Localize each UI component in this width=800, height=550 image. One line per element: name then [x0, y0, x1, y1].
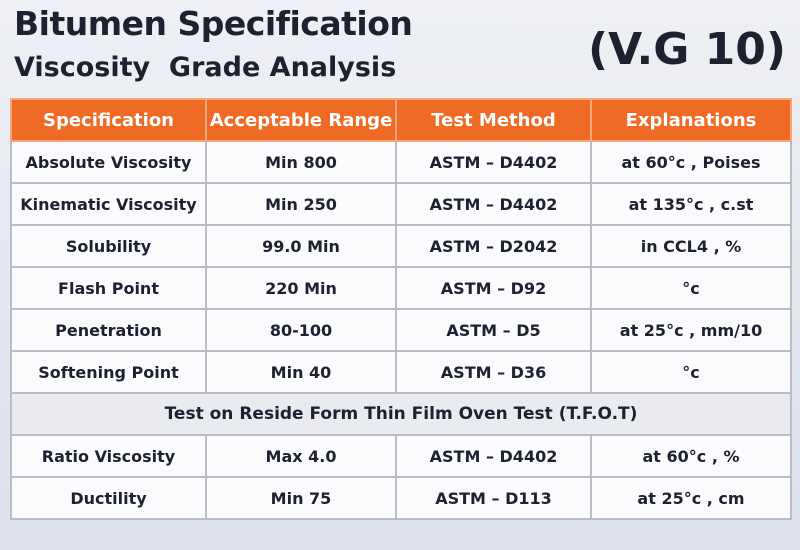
cell: Ductility: [10, 476, 207, 520]
cell: Min 250: [205, 182, 397, 226]
cell: Penetration: [10, 308, 207, 352]
cell: 220 Min: [205, 266, 397, 310]
spec-table: Specification Acceptable Range Test Method…: [10, 98, 792, 520]
column-header: Test Method: [395, 98, 592, 142]
cell: Max 4.0: [205, 434, 397, 478]
cell: ASTM – D36: [395, 350, 592, 394]
cell: Min 75: [205, 476, 397, 520]
subtitle: Viscosity Grade Analysis: [14, 52, 397, 83]
cell: at 135°c , c.st: [590, 182, 792, 226]
cell: Min 40: [205, 350, 397, 394]
section-cell: Test on Reside Form Thin Film Oven Test …: [10, 392, 792, 436]
cell: ASTM – D4402: [395, 434, 592, 478]
section-row: Test on Reside Form Thin Film Oven Test …: [10, 392, 792, 436]
cell: Solubility: [10, 224, 207, 268]
cell: °c: [590, 266, 792, 310]
column-header: Acceptable Range: [205, 98, 397, 142]
cell: Flash Point: [10, 266, 207, 310]
cell: in CCL4 , %: [590, 224, 792, 268]
cell: ASTM – D113: [395, 476, 592, 520]
cell: ASTM – D4402: [395, 140, 592, 184]
cell: 99.0 Min: [205, 224, 397, 268]
row: Softening Point Min 40 ASTM – D36 °c: [10, 350, 792, 394]
cell: Kinematic Viscosity: [10, 182, 207, 226]
cell: °c: [590, 350, 792, 394]
cell: ASTM – D92: [395, 266, 592, 310]
cell: at 25°c , mm/10: [590, 308, 792, 352]
cell: at 60°c , %: [590, 434, 792, 478]
cell: at 25°c , cm: [590, 476, 792, 520]
cell: 80-100: [205, 308, 397, 352]
cell: Ratio Viscosity: [10, 434, 207, 478]
title: Bitumen Specification: [14, 4, 413, 43]
cell: Absolute Viscosity: [10, 140, 207, 184]
column-header: Specification: [10, 98, 207, 142]
column-header: Explanations: [590, 98, 792, 142]
cell: Min 800: [205, 140, 397, 184]
grade: (V.G 10): [588, 24, 786, 75]
cell: at 60°c , Poises: [590, 140, 792, 184]
row: Kinematic Viscosity Min 250 ASTM – D4402 at…: [10, 182, 792, 226]
row: Ductility Min 75 ASTM – D113 at 25°c , cm: [10, 476, 792, 520]
cell: ASTM – D5: [395, 308, 592, 352]
row: Flash Point 220 Min ASTM – D92 °c: [10, 266, 792, 310]
row: Absolute Viscosity Min 800 ASTM – D4402 at …: [10, 140, 792, 184]
row: Penetration 80-100 ASTM – D5 at 25°c , mm/1…: [10, 308, 792, 352]
cell: ASTM – D2042: [395, 224, 592, 268]
row: Ratio Viscosity Max 4.0 ASTM – D4402 at 60°…: [10, 434, 792, 478]
cell: Softening Point: [10, 350, 207, 394]
header-row: Specification Acceptable Range Test Method…: [10, 98, 792, 142]
cell: ASTM – D4402: [395, 182, 592, 226]
row: Solubility 99.0 Min ASTM – D2042 in CCL4 , …: [10, 224, 792, 268]
